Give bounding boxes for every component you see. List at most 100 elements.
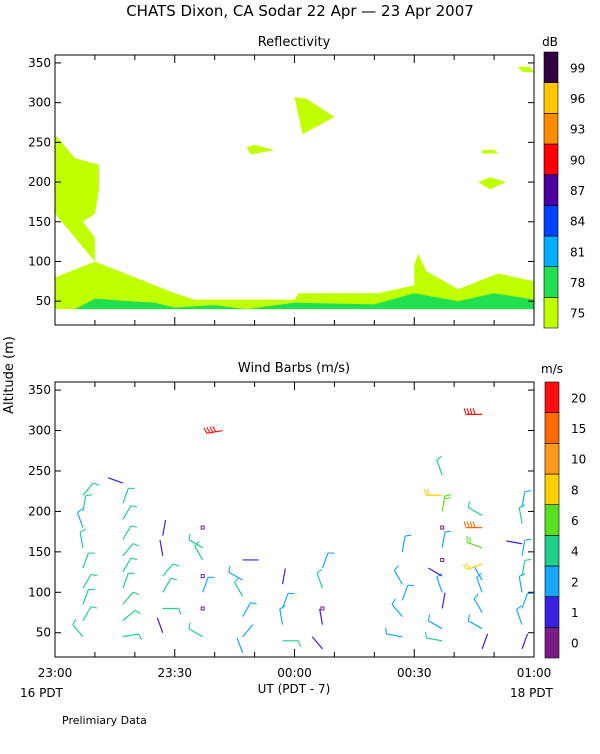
y-tick-label: 300 xyxy=(28,96,51,110)
wind-barb-feather xyxy=(466,563,470,568)
wind-barb xyxy=(280,609,283,625)
wind-barb xyxy=(482,634,487,649)
wind-barb xyxy=(123,592,133,604)
wind-barb xyxy=(189,629,203,637)
y-tick-label: 350 xyxy=(28,383,51,397)
x-tick-label: 00:30 xyxy=(397,666,432,680)
legend-swatch xyxy=(544,175,558,206)
wind-barb-feather xyxy=(135,610,140,613)
wind-barb xyxy=(83,496,86,512)
wind-barb xyxy=(83,607,91,621)
wind-barb-feather xyxy=(207,427,210,433)
y-tick-label: 200 xyxy=(28,504,51,518)
wind-barb-feather xyxy=(213,426,216,432)
wind-barb xyxy=(437,460,442,475)
wind-barb-feather xyxy=(131,506,137,507)
wind-barb-feather xyxy=(91,574,97,575)
wind-barb-feather xyxy=(428,614,429,620)
wind-barb-feather xyxy=(468,501,469,507)
legend-swatch xyxy=(545,597,559,628)
wind-barb-feather xyxy=(463,565,467,570)
wind-barb xyxy=(283,568,286,584)
wind-barb-feather xyxy=(91,607,97,608)
legend-label: 93 xyxy=(570,123,585,137)
wind-barb-feather xyxy=(189,534,190,540)
legend-label: 6 xyxy=(571,514,579,528)
wind-barb xyxy=(123,558,131,572)
legend-label: 0 xyxy=(571,637,579,651)
legend-swatch xyxy=(544,236,558,267)
wind-barb-feather xyxy=(299,641,301,647)
wind-barb-feather xyxy=(80,529,86,532)
wind-legend-unit: m/s xyxy=(541,362,563,376)
wind-barb xyxy=(322,553,327,568)
wind-barb xyxy=(506,541,522,544)
legend-swatch xyxy=(545,443,559,474)
wind-barb-feather xyxy=(229,566,230,572)
wind-barb-feather xyxy=(473,408,475,414)
wind-barb-feather xyxy=(445,495,451,496)
wind-barb xyxy=(320,609,323,625)
legend-swatch xyxy=(544,297,558,328)
y-tick-label: 50 xyxy=(36,294,51,308)
wind-barb-feather xyxy=(386,628,387,634)
wind-barb-feather xyxy=(73,619,76,624)
legend-label: 81 xyxy=(570,245,585,259)
wind-barb xyxy=(83,574,91,588)
wind-barb-feather xyxy=(467,522,469,528)
wind-barb xyxy=(437,577,442,592)
legend-swatch xyxy=(544,52,558,83)
wind-x-axis xyxy=(55,382,534,657)
x-tick-label: 23:00 xyxy=(38,666,73,680)
legend-swatch xyxy=(544,144,558,175)
figure-title: CHATS Dixon, CA Sodar 22 Apr — 23 Apr 20… xyxy=(126,2,474,20)
wind-barb-feather xyxy=(464,408,466,414)
wind-barb-feather xyxy=(470,408,472,414)
wind-barb xyxy=(426,638,442,641)
legend-label: 20 xyxy=(571,391,586,405)
wind-barb xyxy=(123,544,133,556)
wind-calm xyxy=(201,526,204,529)
legend-label: 99 xyxy=(570,61,585,75)
wind-barb-feather xyxy=(392,599,395,604)
wind-barb xyxy=(474,599,482,613)
wind-barb xyxy=(163,564,173,576)
wind-barb xyxy=(428,621,442,629)
legend-label: 15 xyxy=(571,422,586,436)
legend-label: 10 xyxy=(571,453,586,467)
wind-barb xyxy=(108,478,123,483)
wind-barb-feather xyxy=(427,489,429,495)
wind-barb-feather xyxy=(517,606,522,610)
wind-barb xyxy=(123,634,139,637)
wind-barb-feather xyxy=(210,427,213,433)
y-tick-label: 150 xyxy=(28,215,51,229)
wind-barb-feather xyxy=(171,578,177,579)
legend-swatch xyxy=(545,627,559,658)
wind-barb xyxy=(123,488,128,503)
wind-barb-feather xyxy=(467,408,469,414)
legend-swatch xyxy=(545,474,559,505)
wind-barb-feather xyxy=(464,522,466,528)
wind-barb xyxy=(83,589,88,604)
wind-barb xyxy=(519,508,522,524)
wind-frame xyxy=(55,382,534,657)
wind-barb xyxy=(203,577,208,592)
wind-barb-feather xyxy=(473,522,475,528)
legend-label: 4 xyxy=(571,545,579,559)
wind-barb xyxy=(522,634,527,649)
y-tick-label: 100 xyxy=(28,254,51,268)
wind-barb xyxy=(123,573,128,588)
wind-barb xyxy=(467,542,482,547)
wind-barb-feather xyxy=(173,564,179,566)
wind-barb-feather xyxy=(444,498,450,499)
wind-barb xyxy=(392,604,402,616)
reflectivity-legend-unit: dB xyxy=(542,35,558,49)
wind-barb xyxy=(522,593,527,608)
wind-calm xyxy=(441,526,444,529)
wind-barb xyxy=(442,532,445,548)
wind-barb xyxy=(229,572,243,580)
y-tick-label: 250 xyxy=(28,135,51,149)
